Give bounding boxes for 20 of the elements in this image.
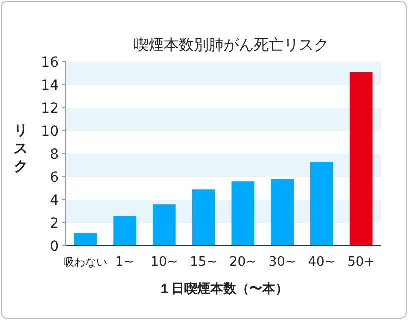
chart-title: 喫煙本数別肺がん死亡リスク <box>134 36 329 54</box>
y-tick-label: 16 <box>41 55 60 71</box>
y-tick-label: 6 <box>50 170 60 186</box>
y-tick-label: 0 <box>50 239 59 255</box>
x-axis-title: １日喫煙本数（〜本） <box>158 282 288 297</box>
x-tick-label: 吸わない <box>64 256 108 269</box>
x-tick-label: 30~ <box>268 255 296 270</box>
y-tick-label: 8 <box>50 147 59 163</box>
x-tick-label: 50+ <box>348 255 376 270</box>
y-tick-label: 4 <box>50 193 60 209</box>
x-tick-label: 20~ <box>229 255 257 270</box>
x-tick-label: 1~ <box>115 255 135 270</box>
y-tick-label: 14 <box>41 78 60 94</box>
x-tick-label: 10~ <box>150 255 178 270</box>
x-tick-label: 15~ <box>190 255 218 270</box>
y-tick-label: 10 <box>41 124 59 140</box>
y-tick-label: 2 <box>50 216 59 232</box>
y-tick-label: 12 <box>41 101 59 117</box>
x-tick-label: 40~ <box>308 255 336 270</box>
y-axis-title: リスク <box>14 123 28 175</box>
